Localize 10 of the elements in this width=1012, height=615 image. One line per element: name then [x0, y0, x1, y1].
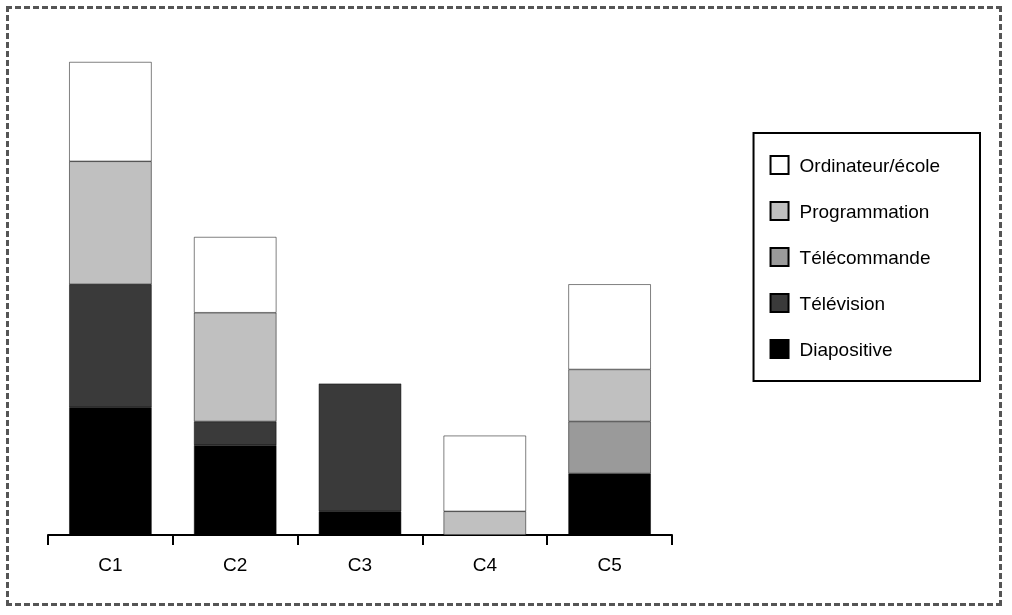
x-tick-label: C4	[472, 554, 498, 575]
legend-label: Télécommande	[799, 246, 931, 268]
legend-label: Programmation	[799, 200, 930, 222]
x-tick-label: C3	[347, 554, 373, 575]
legend-label: Télévision	[799, 292, 886, 314]
x-tick-label: C2	[223, 554, 248, 575]
x-tick-label: C1	[98, 554, 123, 575]
x-tick-label: C5	[597, 554, 622, 575]
legend-label: Ordinateur/école	[799, 154, 940, 176]
legend-label: Diapositive	[799, 338, 893, 360]
